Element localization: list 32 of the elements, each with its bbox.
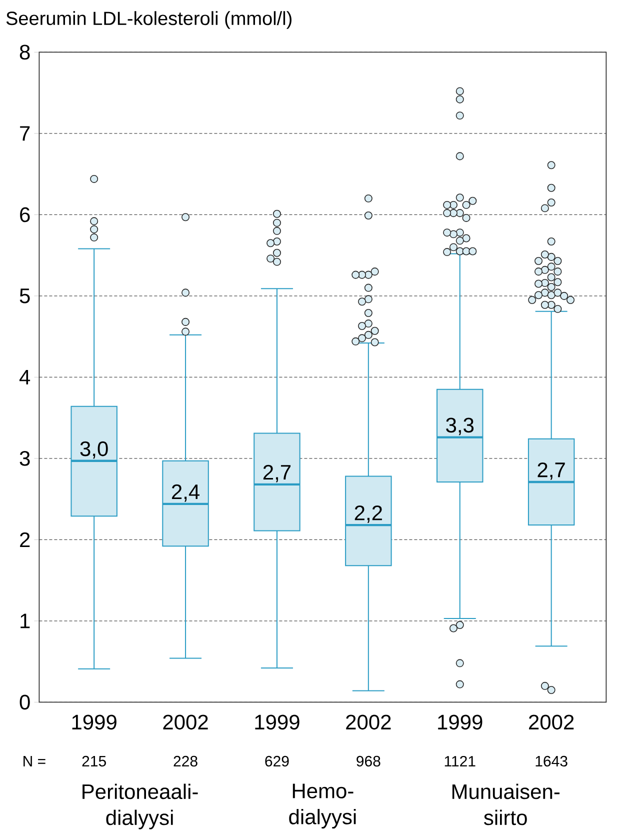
- y-tick-label: 5: [20, 288, 30, 304]
- chart-title: Seerumin LDL-kolesteroli (mmol/l): [6, 11, 292, 29]
- text: 3,0: [80, 441, 108, 459]
- y-tick-label: 4: [19, 370, 30, 384]
- text: 1643: [536, 756, 568, 766]
- x-tick-label: 1999: [438, 714, 482, 730]
- x-tick-label: 1999: [255, 714, 300, 730]
- text: 2,7: [263, 464, 291, 482]
- text: 3,3: [446, 418, 474, 436]
- text: N =: [24, 756, 46, 766]
- y-tick-label: 2: [20, 532, 30, 548]
- x-tick-label: 2002: [163, 714, 208, 730]
- y-tick-label: 3: [20, 451, 30, 466]
- text: 1121: [444, 756, 476, 766]
- text: 2,4: [172, 484, 200, 502]
- x-tick-label: 1999: [72, 714, 116, 730]
- text: 2,7: [538, 462, 565, 480]
- text: 629: [265, 756, 289, 766]
- text: Hemo-dialyysi: [289, 784, 356, 829]
- x-tick-label: 2002: [529, 714, 574, 730]
- x-tick-label: 2002: [346, 714, 391, 730]
- text: Peritoneaali-dialyysi: [82, 784, 198, 830]
- y-tick-label: 6: [20, 207, 30, 222]
- y-tick-label: 1: [20, 614, 30, 628]
- text: 228: [174, 756, 198, 766]
- text: 2,2: [354, 506, 382, 523]
- text: 215: [82, 756, 106, 766]
- y-tick-label: 8: [20, 44, 30, 60]
- y-tick-label: 7: [20, 126, 30, 141]
- y-tick-label: 0: [20, 694, 30, 710]
- text: 968: [356, 756, 380, 766]
- text: Munuaisen-siirto: [452, 784, 560, 826]
